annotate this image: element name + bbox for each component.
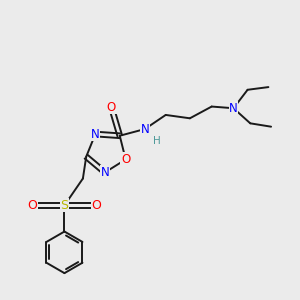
Text: O: O [107, 101, 116, 114]
Text: N: N [100, 166, 109, 179]
Text: N: N [229, 102, 238, 115]
Text: O: O [92, 199, 101, 212]
Text: O: O [28, 199, 38, 212]
Text: N: N [91, 128, 100, 140]
Text: N: N [140, 122, 149, 136]
Text: H: H [153, 136, 160, 146]
Text: O: O [121, 153, 130, 166]
Text: S: S [60, 199, 68, 212]
